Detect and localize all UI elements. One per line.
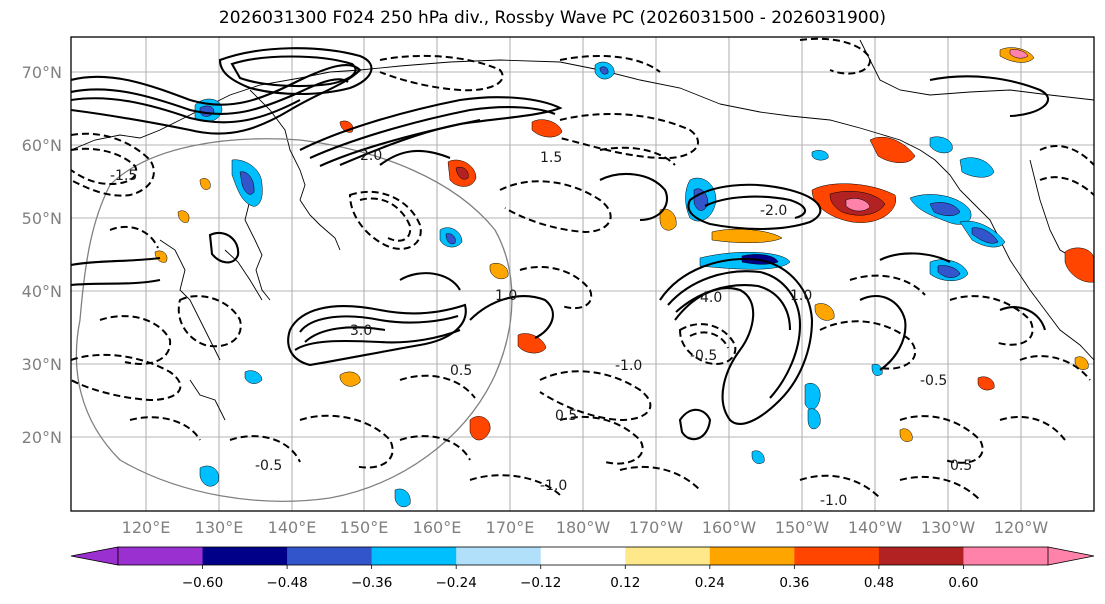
lat-label: 20°N xyxy=(22,428,62,447)
contour-label: 1.5 xyxy=(540,150,562,166)
colorbar-segment xyxy=(540,547,626,565)
colorbar-extend-high xyxy=(1047,546,1095,566)
lat-label: 40°N xyxy=(22,282,62,301)
colorbar-segment xyxy=(709,547,795,565)
lon-label: 170°W xyxy=(629,518,684,537)
colorbar-tick-label: −0.60 xyxy=(182,575,223,591)
colorbar-segment xyxy=(963,547,1049,565)
colorbar-segment xyxy=(118,547,204,565)
colorbar-segment xyxy=(625,547,711,565)
contour-label: 3.0 xyxy=(350,323,372,339)
lon-label: 120°W xyxy=(994,518,1049,537)
colorbar-tick-label: 0.60 xyxy=(948,575,978,591)
lon-label: 130°E xyxy=(195,518,244,537)
lon-label: 140°E xyxy=(268,518,317,537)
lat-label: 60°N xyxy=(22,136,62,155)
great-circle-ring xyxy=(75,138,513,502)
lon-label: 150°W xyxy=(775,518,830,537)
colorbar-tick-label: −0.12 xyxy=(520,575,561,591)
contour-label: -1.0 xyxy=(615,358,642,374)
contour-label: -0.5 xyxy=(690,348,717,364)
colorbar-tick-label: 0.36 xyxy=(779,575,809,591)
colorbar-outline xyxy=(117,546,1049,566)
lon-label: 120°E xyxy=(122,518,171,537)
contour-label: 1.0 xyxy=(790,288,812,304)
map-frame xyxy=(70,36,1095,512)
contour-label: -2.0 xyxy=(760,203,787,219)
contour-label: 0.5 xyxy=(950,458,972,474)
colorbar-tick-label: 0.24 xyxy=(695,575,725,591)
colorbar-segment xyxy=(371,547,457,565)
colorbar-extend-low xyxy=(70,546,119,566)
colorbar-tick-label: −0.24 xyxy=(435,575,476,591)
colorbar-segment xyxy=(456,547,542,565)
colorbar-tick-label: 0.12 xyxy=(610,575,640,591)
lon-label: 150°E xyxy=(340,518,389,537)
map-title: 2026031300 F024 250 hPa div., Rossby Wav… xyxy=(218,8,887,28)
latitude-labels: 70°N 60°N 50°N 40°N 30°N 20°N xyxy=(22,63,62,447)
contour-label: 2.0 xyxy=(360,148,382,164)
colorbar-tick-label: −0.48 xyxy=(266,575,307,591)
lon-label: 140°W xyxy=(848,518,903,537)
contour-label: 0.5 xyxy=(555,408,577,424)
colorbar: −0.60 −0.48 −0.36 −0.24 −0.12 0.12 0.24 0.36 0.4… xyxy=(70,546,1095,591)
contour-label: 0.5 xyxy=(450,363,472,379)
contour-label: -0.5 xyxy=(255,458,282,474)
lon-label: 160°W xyxy=(702,518,757,537)
colorbar-segment xyxy=(794,547,880,565)
contour-label: -0.5 xyxy=(920,373,947,389)
contour-label: 4.0 xyxy=(700,290,722,306)
lat-label: 70°N xyxy=(22,63,62,82)
colorbar-segment xyxy=(878,547,964,565)
lon-label: 180°W xyxy=(556,518,611,537)
solid-contours xyxy=(71,47,1049,441)
colorbar-segment xyxy=(287,547,373,565)
lon-label: 130°W xyxy=(921,518,976,537)
lat-label: 50°N xyxy=(22,209,62,228)
lon-label: 170°E xyxy=(486,518,535,537)
longitude-labels: 120°E 130°E 140°E 150°E 160°E 170°E 180°… xyxy=(122,518,1049,537)
contour-label: -1.0 xyxy=(820,493,847,509)
contour-label: -1.0 xyxy=(540,478,567,494)
contour-labels: -1.0 -0.5 0.5 1.0 -1.5 2.0 -2.0 3.0 4.0 … xyxy=(110,148,972,509)
lat-label: 30°N xyxy=(22,355,62,374)
divergence-shading xyxy=(154,47,1094,508)
colorbar-tick-label: −0.36 xyxy=(351,575,392,591)
colorbar-tick-label: 0.48 xyxy=(864,575,894,591)
colorbar-segment xyxy=(202,547,288,565)
lon-label: 160°E xyxy=(413,518,462,537)
contour-label: -1.5 xyxy=(110,168,137,184)
contour-label: 1.0 xyxy=(495,288,517,304)
dashed-contours xyxy=(71,37,1094,501)
